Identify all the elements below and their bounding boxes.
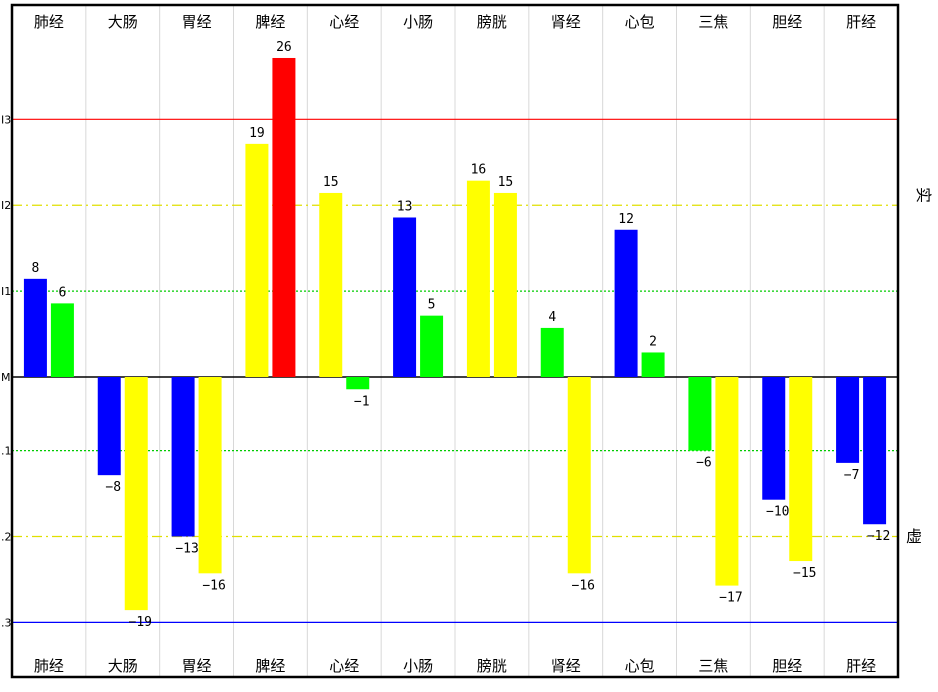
bar [762,377,786,500]
value-label: −15 [793,566,816,581]
bar [420,315,444,377]
bar [393,217,417,377]
value-label: −6 [696,456,712,471]
value-labels: 8 6 −8 −19 −13 −16 19 26 15 −1 13 5 16 15 4 −16 12 2 −6 −17… [32,40,891,630]
y-tick-label: .3 [1,616,12,629]
grid-lines [85,5,825,677]
bar [97,377,121,476]
value-label: 5 [428,298,436,313]
value-label: 15 [323,175,339,190]
bar [23,278,47,377]
bar [836,377,860,463]
category-label-bottom: 膀胱 [477,657,507,675]
bar [319,192,343,377]
value-label: 8 [32,261,40,276]
value-label: −19 [129,615,152,630]
category-label-bottom: 心经 [329,657,359,675]
value-label: −10 [766,505,789,520]
bar [789,377,813,562]
bar [688,377,712,451]
category-label-bottom: 大肠 [108,657,138,675]
bar [493,192,517,377]
y-tick-label: I3 [1,113,11,126]
category-label-top: 心经 [329,13,359,31]
bar [50,303,74,377]
y-tick-label: I2 [1,199,11,212]
bar [171,377,195,537]
value-label: 19 [249,126,265,141]
category-label-bottom: 胆经 [772,657,802,675]
y-tick-label: .2 [1,531,12,544]
category-label-bottom: 肝经 [846,657,876,675]
category-label-bottom: 肺经 [34,657,64,675]
y-tick-label: M [1,371,11,384]
bar [466,180,490,377]
value-label: −13 [175,542,198,557]
bars [23,57,887,611]
side-label-lower: 虚 [906,527,922,546]
bar [715,377,739,586]
y-tick-label: .1 [1,445,12,458]
value-label: 4 [548,310,556,325]
value-label: 13 [397,199,413,214]
category-labels: 肺经肺经大肠大肠胃经胃经脾经脾经心经心经小肠小肠膀胱膀胱肾经肾经心包心包三焦三焦… [34,13,876,675]
category-label-top: 肝经 [846,13,876,31]
bar [863,377,887,525]
category-label-top: 肾经 [551,13,581,31]
y-tick-label: I1 [1,285,11,298]
value-label: 26 [276,40,292,55]
side-label-upper: 实 [914,187,933,203]
bar [346,377,370,390]
y-tick-labels: I3 I2 I1 M .1 .2 .3 [1,113,12,629]
value-label: 2 [649,334,657,349]
category-label-top: 肺经 [34,13,64,31]
category-label-top: 膀胱 [477,13,507,31]
category-label-bottom: 胃经 [182,657,212,675]
bar [567,377,591,574]
category-label-bottom: 心包 [625,657,655,675]
bar [245,143,269,377]
bar [614,229,638,377]
plot-frame [10,3,900,679]
bar [641,352,665,377]
bar [124,377,148,611]
category-label-top: 胆经 [772,13,802,31]
value-label: −7 [844,468,860,483]
value-label: −8 [105,480,121,495]
reference-lines [12,118,898,624]
value-label: 15 [498,175,514,190]
side-labels: 实虚 [906,187,933,546]
category-label-top: 大肠 [108,13,138,31]
category-label-top: 胃经 [182,13,212,31]
value-label: 6 [59,285,67,300]
category-label-bottom: 脾经 [255,657,285,675]
value-label: −16 [572,578,595,593]
bar [272,57,296,377]
category-label-bottom: 三焦 [698,657,728,675]
value-label: −16 [202,578,225,593]
category-label-top: 小肠 [403,13,433,31]
value-label: −1 [354,394,370,409]
bar [540,327,564,377]
value-label: −12 [867,529,890,544]
category-label-bottom: 小肠 [403,657,433,675]
value-label: 12 [618,212,634,227]
category-label-top: 心包 [625,13,655,31]
value-label: 16 [471,163,487,178]
category-label-bottom: 肾经 [551,657,581,675]
category-label-top: 脾经 [255,13,285,31]
bar [198,377,222,574]
category-label-top: 三焦 [698,13,728,31]
frame-border [10,3,900,679]
value-label: −17 [719,591,742,606]
